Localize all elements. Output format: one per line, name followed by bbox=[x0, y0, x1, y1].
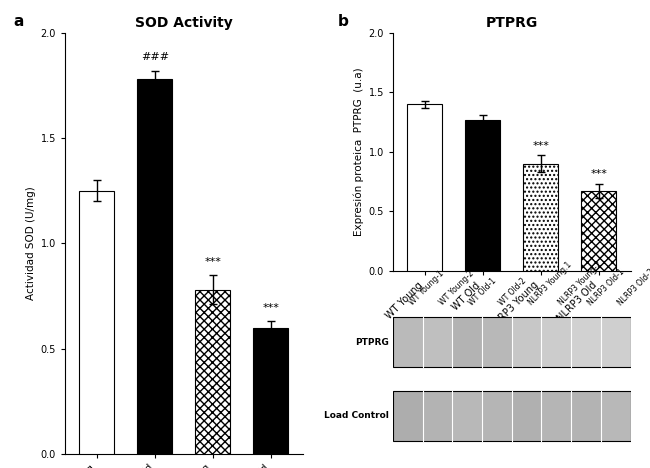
Text: WT Old-1: WT Old-1 bbox=[467, 276, 499, 307]
Bar bbox=[482, 317, 512, 367]
Text: ***: *** bbox=[532, 141, 549, 151]
Bar bbox=[393, 317, 630, 367]
Bar bbox=[601, 391, 630, 440]
Text: a: a bbox=[13, 14, 23, 29]
Text: NLRP3 Young.1: NLRP3 Young.1 bbox=[526, 260, 573, 307]
Text: PTPRG: PTPRG bbox=[355, 338, 389, 347]
Bar bbox=[79, 190, 114, 454]
Y-axis label: Expresión proteica  PTPRG  (u.a): Expresión proteica PTPRG (u.a) bbox=[354, 67, 365, 236]
Text: WT Young-2: WT Young-2 bbox=[437, 269, 476, 307]
Bar bbox=[393, 317, 422, 367]
Bar bbox=[393, 391, 630, 440]
Text: WT Old-2: WT Old-2 bbox=[497, 276, 528, 307]
Text: NLRP3 Young-2: NLRP3 Young-2 bbox=[556, 260, 603, 307]
Bar bbox=[571, 317, 601, 367]
Bar bbox=[408, 104, 442, 271]
Y-axis label: Actividad SOD (U/mg): Actividad SOD (U/mg) bbox=[27, 186, 36, 300]
Bar bbox=[482, 391, 512, 440]
Bar bbox=[601, 317, 630, 367]
Bar bbox=[465, 120, 500, 271]
Bar bbox=[512, 391, 541, 440]
Text: ###: ### bbox=[141, 52, 169, 62]
Text: b: b bbox=[338, 14, 349, 29]
Bar bbox=[581, 191, 616, 271]
Text: WT Young-1: WT Young-1 bbox=[408, 269, 446, 307]
Bar bbox=[571, 391, 601, 440]
Bar bbox=[452, 391, 482, 440]
Bar bbox=[393, 391, 422, 440]
Bar bbox=[254, 328, 288, 454]
Bar bbox=[196, 290, 230, 454]
Text: NLRP3 Old-1: NLRP3 Old-1 bbox=[586, 267, 626, 307]
Bar bbox=[541, 317, 571, 367]
Text: NLRP3 Old-2: NLRP3 Old-2 bbox=[616, 267, 650, 307]
Bar bbox=[512, 317, 541, 367]
Text: ***: *** bbox=[590, 169, 607, 179]
Title: PTPRG: PTPRG bbox=[486, 16, 538, 30]
Bar bbox=[422, 391, 452, 440]
Bar bbox=[541, 391, 571, 440]
Title: SOD Activity: SOD Activity bbox=[135, 16, 233, 30]
Bar bbox=[523, 164, 558, 271]
Text: ***: *** bbox=[204, 256, 221, 266]
Bar bbox=[452, 317, 482, 367]
Bar bbox=[137, 79, 172, 454]
Text: ***: *** bbox=[263, 303, 279, 313]
Bar bbox=[422, 317, 452, 367]
Text: Load Control: Load Control bbox=[324, 411, 389, 420]
